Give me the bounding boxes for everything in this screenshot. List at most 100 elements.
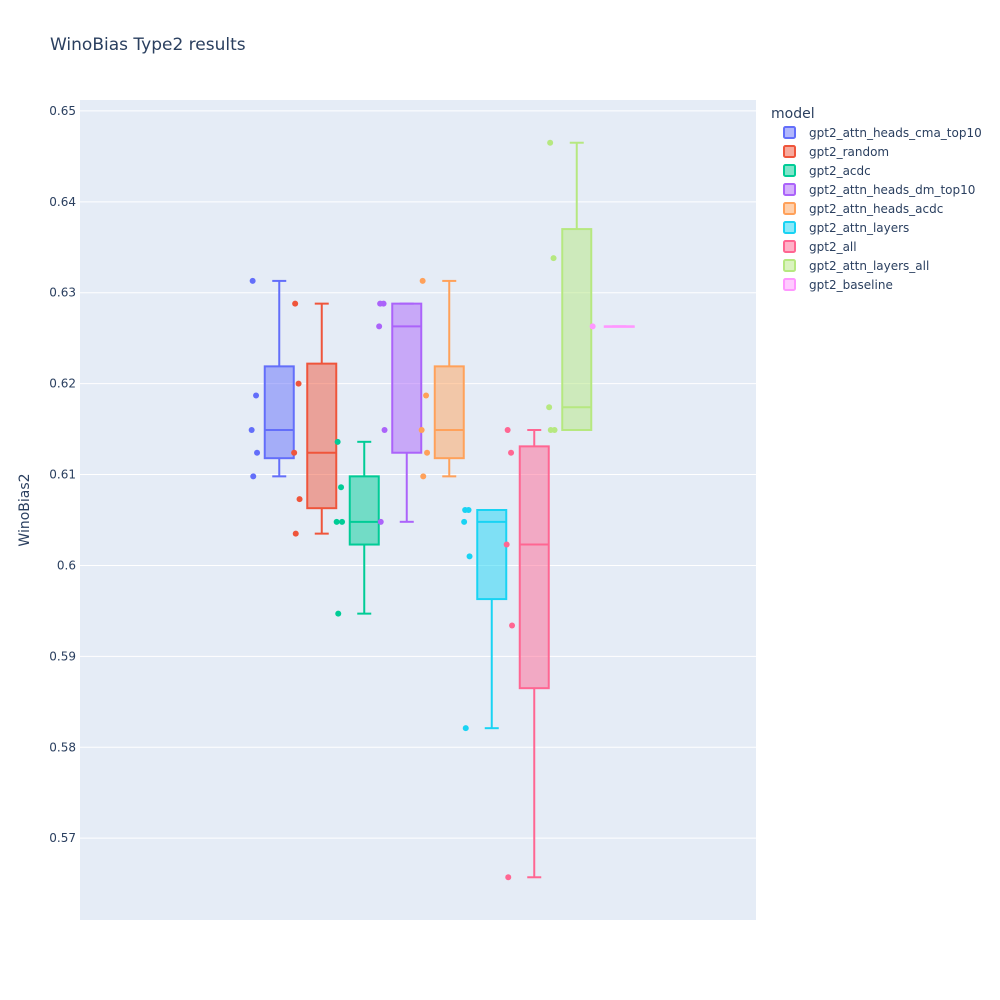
legend-swatch xyxy=(783,202,796,215)
box-group-gpt2_all xyxy=(503,427,550,881)
data-point xyxy=(335,610,342,617)
box-group-gpt2_acdc xyxy=(333,438,380,617)
legend-label: gpt2_acdc xyxy=(809,164,871,178)
data-point xyxy=(419,277,426,284)
chart-title: WinoBias Type2 results xyxy=(50,35,246,55)
y-tick-label: 0.6 xyxy=(57,558,76,572)
legend-item-gpt2_attn_heads_cma_top10: gpt2_attn_heads_cma_top10 xyxy=(783,126,982,140)
data-point xyxy=(376,323,383,330)
legend-swatch xyxy=(783,126,796,139)
iqr-box xyxy=(348,475,380,546)
data-point xyxy=(249,277,256,284)
data-point xyxy=(338,484,345,491)
data-point xyxy=(547,139,554,146)
legend-item-gpt2_attn_heads_acdc: gpt2_attn_heads_acdc xyxy=(783,202,943,216)
data-point xyxy=(462,725,469,732)
legend-label: gpt2_attn_heads_cma_top10 xyxy=(809,126,982,140)
legend-item-gpt2_attn_layers_all: gpt2_attn_layers_all xyxy=(783,259,929,273)
data-point xyxy=(381,427,388,433)
y-tick-label: 0.63 xyxy=(49,286,76,300)
data-point xyxy=(253,392,260,399)
y-tick-label: 0.65 xyxy=(49,104,76,118)
data-point xyxy=(466,553,473,560)
data-point xyxy=(380,300,387,307)
box-marks xyxy=(248,139,635,881)
box-group-gpt2_attn_layers xyxy=(461,507,508,732)
legend-item-gpt2_all: gpt2_all xyxy=(783,240,857,254)
data-point xyxy=(295,380,302,387)
data-point xyxy=(509,622,516,629)
data-point xyxy=(250,473,257,480)
data-point xyxy=(334,438,341,445)
data-point xyxy=(423,392,430,399)
legend-swatch xyxy=(783,164,796,177)
y-tick-label: 0.59 xyxy=(49,649,76,663)
legend-label: gpt2_attn_layers xyxy=(809,221,909,235)
legend-label: gpt2_attn_layers_all xyxy=(809,259,929,273)
iqr-box xyxy=(561,228,593,431)
plot-area xyxy=(80,100,756,920)
y-axis-title: WinoBias2 xyxy=(17,473,33,546)
legend-swatch xyxy=(783,278,796,291)
data-point xyxy=(418,427,425,433)
data-point xyxy=(292,530,299,537)
legend: model gpt2_attn_heads_cma_top10 gpt2_rand… xyxy=(771,106,982,292)
legend-label: gpt2_attn_heads_dm_top10 xyxy=(809,183,975,197)
data-point xyxy=(504,427,511,433)
iqr-box xyxy=(391,302,423,454)
data-point xyxy=(550,255,557,262)
data-point xyxy=(296,496,303,503)
iqr-box xyxy=(476,509,508,601)
legend-label: gpt2_attn_heads_acdc xyxy=(809,202,943,216)
data-point xyxy=(333,518,340,525)
legend-label: gpt2_baseline xyxy=(809,278,893,292)
data-point xyxy=(461,518,468,525)
legend-item-gpt2_baseline: gpt2_baseline xyxy=(783,278,893,292)
legend-swatch xyxy=(783,145,796,158)
box-group-gpt2_attn_layers_all xyxy=(546,139,593,433)
legend-label: gpt2_random xyxy=(809,145,889,159)
box-group-gpt2_attn_heads_cma_top10 xyxy=(248,277,295,480)
data-point xyxy=(424,449,431,456)
iqr-box xyxy=(306,362,338,510)
legend-swatch xyxy=(783,183,796,196)
data-point xyxy=(339,518,346,525)
data-point xyxy=(503,541,510,548)
y-tick-label: 0.61 xyxy=(49,468,76,482)
legend-item-gpt2_attn_layers: gpt2_attn_layers xyxy=(783,221,909,235)
box-group-gpt2_baseline xyxy=(589,323,635,330)
y-tick-label: 0.57 xyxy=(49,831,76,845)
box-group-gpt2_attn_heads_dm_top10 xyxy=(376,300,423,525)
data-point xyxy=(248,427,255,433)
data-point xyxy=(291,449,298,456)
data-point xyxy=(420,473,427,480)
data-point xyxy=(508,449,515,456)
legend-swatch xyxy=(783,259,796,272)
data-point xyxy=(254,449,261,456)
data-point xyxy=(292,300,299,307)
legend-title: model xyxy=(771,106,815,122)
data-point xyxy=(546,404,553,411)
data-point xyxy=(465,507,472,513)
y-tick-label: 0.64 xyxy=(49,195,76,209)
legend-item-gpt2_acdc: gpt2_acdc xyxy=(783,164,871,178)
legend-item-gpt2_attn_heads_dm_top10: gpt2_attn_heads_dm_top10 xyxy=(783,183,975,197)
data-point xyxy=(505,874,512,881)
iqr-box xyxy=(433,365,465,460)
iqr-box xyxy=(263,365,295,460)
legend-item-gpt2_random: gpt2_random xyxy=(783,145,889,159)
data-point xyxy=(589,323,596,330)
box-group-gpt2_random xyxy=(291,300,338,537)
y-tick-label: 0.58 xyxy=(49,740,76,754)
data-point xyxy=(547,427,554,433)
legend-label: gpt2_all xyxy=(809,240,857,254)
iqr-box xyxy=(518,445,550,690)
y-tick-label: 0.62 xyxy=(49,377,76,391)
data-point xyxy=(377,518,384,525)
y-axis-ticks: 0.57 0.58 0.59 0.6 0.61 0.62 0.63 0.64 0.65 xyxy=(49,104,76,845)
legend-swatch xyxy=(783,221,796,234)
legend-swatch xyxy=(783,240,796,253)
box-group-gpt2_attn_heads_acdc xyxy=(418,277,465,480)
